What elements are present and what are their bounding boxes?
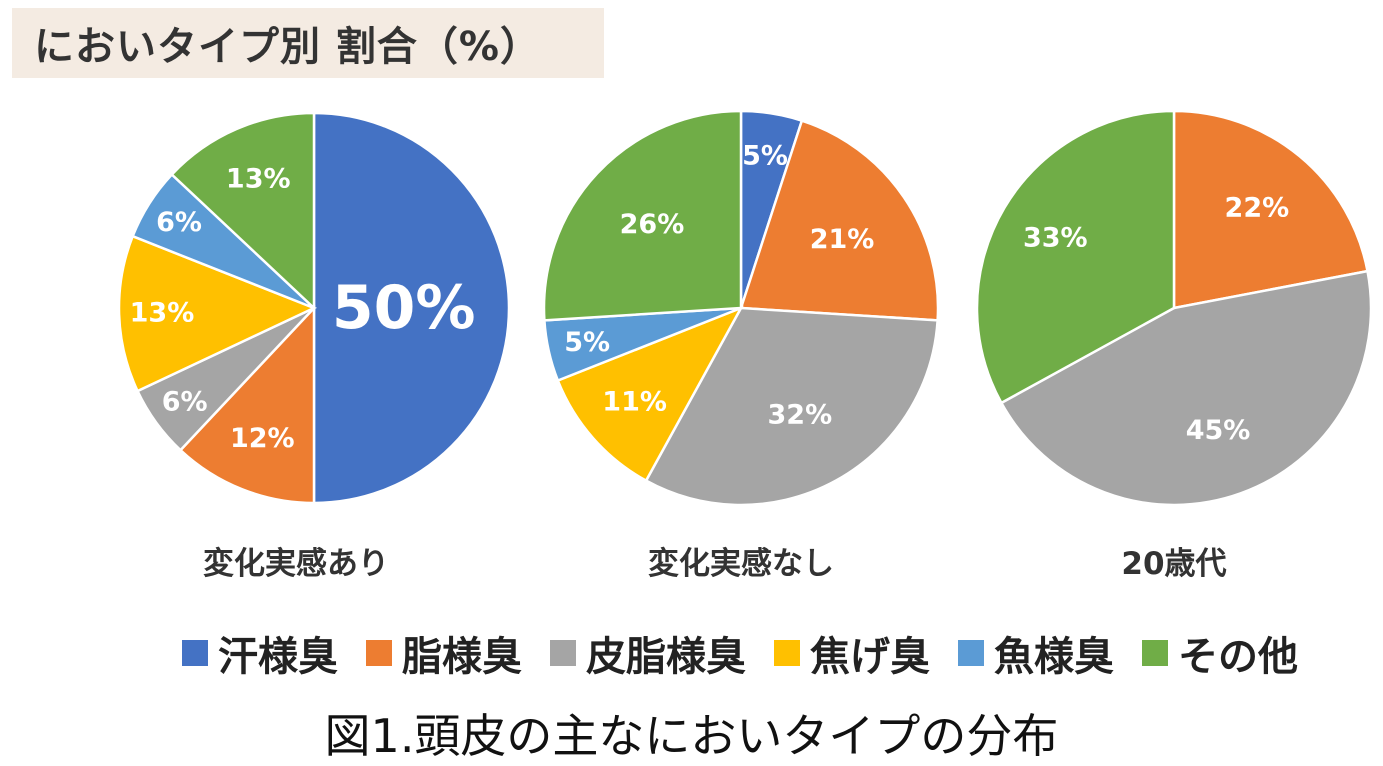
pie-slice-その他 xyxy=(542,109,743,322)
pie-slice-焦げ臭 xyxy=(117,234,318,393)
pie-data-label: 26% xyxy=(620,209,685,240)
pie-data-label: 12% xyxy=(230,423,295,454)
pie-data-label: 13% xyxy=(226,164,291,195)
legend-item: 汗様臭 xyxy=(182,624,338,682)
legend-swatch xyxy=(958,640,984,666)
legend-item: 焦げ臭 xyxy=(774,624,930,682)
legend-swatch xyxy=(550,640,576,666)
legend-swatch xyxy=(182,640,208,666)
pie-data-label: 50% xyxy=(332,273,476,343)
pie-data-label: 5% xyxy=(742,141,788,172)
pie-data-label: 13% xyxy=(130,297,195,328)
pie-label-1: 変化実感あり xyxy=(203,546,389,582)
legend-label: 皮脂様臭 xyxy=(586,634,746,680)
pie-charts: 50% 12% 6% 13% 6% 13% 5% 21% 32% 11% 5% 26% 22% 45% 33… xyxy=(117,109,1373,507)
legend: 汗様臭 脂様臭 皮脂様臭 焦げ臭 魚様臭 その他 xyxy=(120,622,1360,684)
legend-item: その他 xyxy=(1142,624,1298,682)
figure-caption: 図1.頭皮の主なにおいタイプの分布 xyxy=(324,709,1059,763)
pie-data-label: 6% xyxy=(162,386,208,417)
legend-item: 魚様臭 xyxy=(958,624,1114,682)
pie-label-2: 変化実感なし xyxy=(648,546,834,582)
legend-swatch xyxy=(774,640,800,666)
pie-data-label: 6% xyxy=(156,207,202,238)
pie-slice-皮脂様臭 xyxy=(644,306,939,507)
pie-chart-3: 22% 45% 33% xyxy=(975,109,1373,507)
pie-slice-脂様臭 xyxy=(178,304,316,505)
legend-label: 魚様臭 xyxy=(994,634,1114,680)
pie-data-label: 21% xyxy=(810,224,875,255)
pie-data-label: 22% xyxy=(1225,192,1290,223)
pie-label-3: 20歳代 xyxy=(1121,546,1227,582)
legend-label: 汗様臭 xyxy=(218,634,338,680)
pie-chart-1: 50% 12% 6% 13% 6% 13% xyxy=(117,111,511,505)
chart-title-box: においタイプ別 割合（%） xyxy=(12,8,604,78)
legend-label: 焦げ臭 xyxy=(810,634,930,680)
pie-data-label: 45% xyxy=(1186,415,1251,446)
pie-slice-汗様臭 xyxy=(312,111,511,505)
pie-chart-2: 5% 21% 32% 11% 5% 26% xyxy=(542,109,940,507)
legend-swatch xyxy=(366,640,392,666)
legend-item: 脂様臭 xyxy=(366,624,522,682)
pie-slice-脂様臭 xyxy=(1172,109,1369,310)
pie-data-label: 32% xyxy=(768,400,833,431)
pie-slice-皮脂様臭 xyxy=(999,269,1373,507)
pie-slice-焦げ臭 xyxy=(556,305,744,483)
pie-slice-その他 xyxy=(170,111,316,311)
legend-label: 脂様臭 xyxy=(402,634,522,680)
pie-data-label: 11% xyxy=(602,386,667,417)
legend-label: その他 xyxy=(1178,634,1298,680)
pie-slice-その他 xyxy=(975,109,1176,405)
pie-data-label: 33% xyxy=(1023,222,1088,253)
legend-item: 皮脂様臭 xyxy=(550,624,746,682)
chart-title: においタイプ別 割合（%） xyxy=(34,24,542,70)
pie-data-label: 5% xyxy=(564,327,610,358)
pie-slice-脂様臭 xyxy=(739,119,940,322)
legend-swatch xyxy=(1142,640,1168,666)
